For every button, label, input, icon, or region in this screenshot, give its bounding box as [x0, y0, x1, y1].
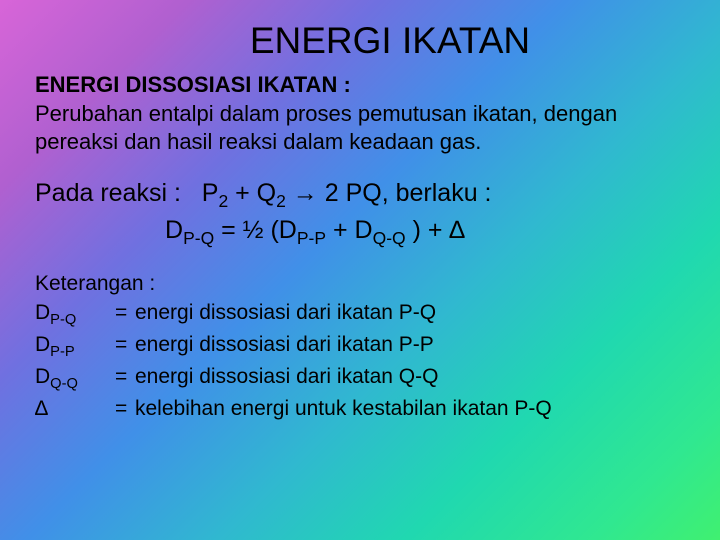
reaction-block: Pada reaksi : P2 + Q2 → 2 PQ, berlaku : … — [35, 177, 685, 250]
legend-row: DQ-Q=energi dissosiasi dari ikatan Q-Q — [35, 363, 685, 395]
formula-eq: = ½ (D — [214, 216, 297, 244]
legend-equals: = — [115, 395, 135, 423]
legend-description: energi dissosiasi dari ikatan Q-Q — [135, 363, 685, 395]
formula-line: DP-Q = ½ (DP-P + DQ-Q ) + ∆ — [165, 214, 685, 251]
legend-description: energi dissosiasi dari ikatan P-Q — [135, 299, 685, 331]
legend-equals: = — [115, 363, 135, 395]
legend-symbol: ∆ — [35, 395, 115, 423]
reaction-sub2: 2 — [276, 191, 286, 211]
subtitle: ENERGI DISSOSIASI IKATAN : — [35, 72, 685, 98]
formula-d1: D — [165, 216, 183, 244]
legend-row: ∆=kelebihan energi untuk kestabilan ikat… — [35, 395, 685, 423]
legend-description: kelebihan energi untuk kestabilan ikatan… — [135, 395, 685, 423]
formula-pp: P-P — [297, 228, 326, 248]
formula-end: ) + ∆ — [406, 216, 465, 244]
legend-title: Keterangan : — [35, 270, 685, 298]
formula-pq: P-Q — [183, 228, 214, 248]
reaction-plus: + Q — [228, 179, 276, 207]
definition-section: ENERGI DISSOSIASI IKATAN : Perubahan ent… — [35, 72, 685, 155]
reaction-p: P — [202, 179, 219, 207]
slide-title: ENERGI IKATAN — [95, 20, 685, 62]
reaction-label: Pada reaksi : — [35, 179, 181, 207]
legend-symbol: DQ-Q — [35, 363, 115, 395]
reaction-line1: Pada reaksi : P2 + Q2 → 2 PQ, berlaku : — [35, 177, 685, 214]
formula-qq: Q-Q — [373, 228, 406, 248]
reaction-rest: → 2 PQ, berlaku : — [286, 179, 492, 207]
legend-description: energi dissosiasi dari ikatan P-P — [135, 331, 685, 363]
legend-row: DP-Q=energi dissosiasi dari ikatan P-Q — [35, 299, 685, 331]
reaction-sub1: 2 — [218, 191, 228, 211]
legend-block: Keterangan : DP-Q=energi dissosiasi dari… — [35, 270, 685, 423]
legend-row: DP-P=energi dissosiasi dari ikatan P-P — [35, 331, 685, 363]
legend-symbol: DP-Q — [35, 299, 115, 331]
definition-text: Perubahan entalpi dalam proses pemutusan… — [35, 100, 685, 155]
legend-equals: = — [115, 299, 135, 331]
legend-equals: = — [115, 331, 135, 363]
formula-plus2: + D — [326, 216, 373, 244]
legend-symbol: DP-P — [35, 331, 115, 363]
